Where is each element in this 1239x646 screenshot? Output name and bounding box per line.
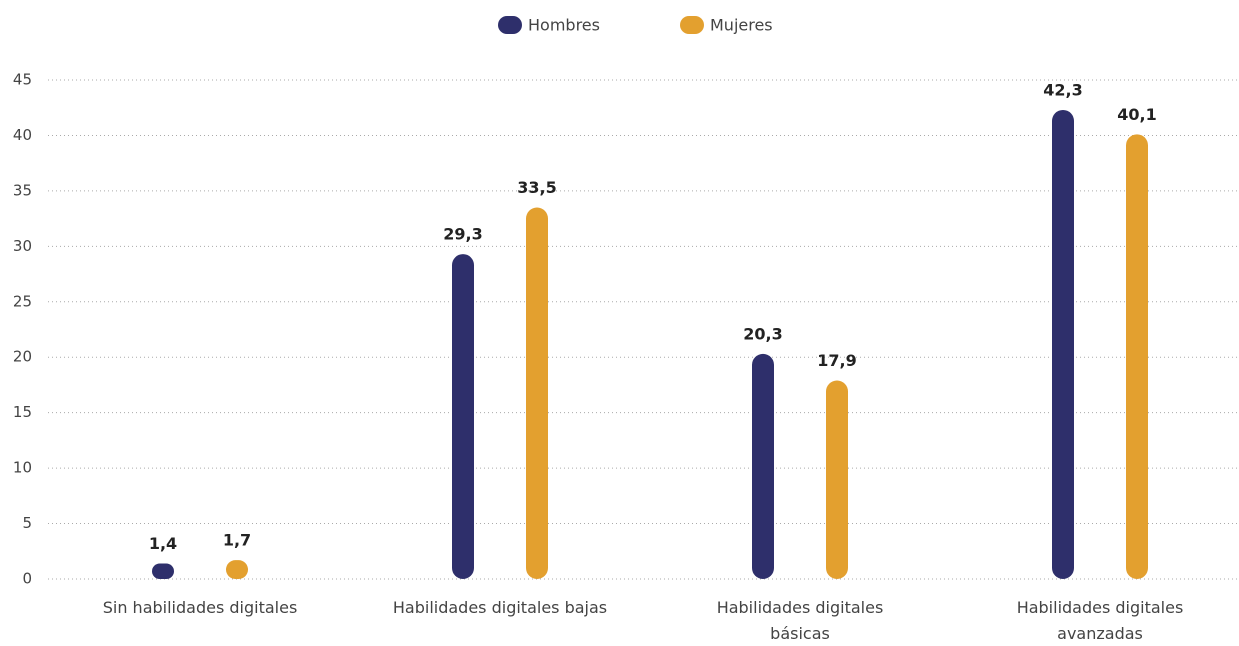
value-label: 33,5 (517, 178, 556, 197)
bar (526, 207, 548, 579)
x-tick-label: Habilidades digitales básicas (716, 598, 884, 643)
x-tick-label: Sin habilidades digitales (102, 598, 298, 617)
legend-label: Mujeres (710, 16, 773, 35)
bar (226, 560, 248, 579)
bar (452, 254, 474, 579)
value-label: 40,1 (1117, 105, 1156, 124)
value-label: 17,9 (817, 351, 856, 370)
value-label: 20,3 (743, 324, 782, 343)
value-label: 42,3 (1043, 80, 1082, 99)
y-tick-label: 30 (13, 237, 32, 255)
bar (752, 353, 774, 579)
bar (152, 563, 174, 579)
y-tick-label: 25 (13, 292, 32, 310)
y-tick-label: 5 (22, 514, 32, 532)
value-label: 29,3 (443, 225, 482, 244)
y-tick-label: 10 (13, 459, 32, 477)
bar (1126, 134, 1148, 579)
x-tick-label: Habilidades digitales bajas (392, 598, 608, 617)
y-tick-label: 0 (22, 570, 32, 588)
bar (826, 380, 848, 579)
legend-swatch (498, 16, 522, 34)
y-tick-label: 45 (13, 71, 32, 89)
y-tick-label: 20 (13, 348, 32, 366)
bar (1052, 109, 1074, 579)
y-tick-label: 35 (13, 181, 32, 199)
y-tick-label: 15 (13, 403, 32, 421)
legend-label: Hombres (528, 16, 600, 35)
x-tick-label: Habilidades digitales avanzadas (1016, 598, 1184, 643)
value-label: 1,7 (223, 531, 251, 550)
value-label: 1,4 (149, 534, 177, 553)
legend-swatch (680, 16, 704, 34)
y-tick-label: 40 (13, 126, 32, 144)
